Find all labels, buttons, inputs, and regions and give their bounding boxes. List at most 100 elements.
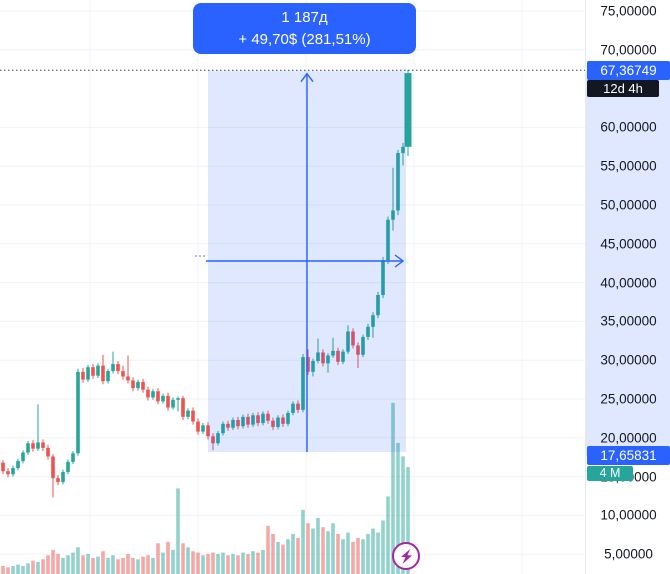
volume-bar [21, 565, 25, 574]
volume-layer [1, 402, 410, 574]
candle-body [66, 461, 70, 472]
volume-bar [156, 543, 160, 574]
candle-body [356, 345, 360, 355]
candle-body [201, 425, 205, 432]
measure-tool[interactable] [195, 70, 406, 453]
volume-bar [276, 541, 280, 574]
candle-body [31, 443, 35, 449]
volume-bar [226, 555, 230, 574]
price-tick-label: 50,00000 [600, 197, 657, 213]
volume-bar [256, 552, 260, 574]
volume-bar [96, 556, 100, 574]
volume-bar [241, 552, 245, 574]
candle-body [386, 219, 390, 261]
candle-body [401, 146, 405, 154]
arrow-right-head [394, 254, 405, 268]
volume-value-badge: 4 M [587, 465, 633, 481]
volume-bar [271, 533, 275, 574]
price-tick-label: 20,00000 [600, 430, 657, 446]
volume-bar [306, 523, 310, 574]
volume-bar [356, 537, 360, 574]
volume-bar [36, 561, 40, 574]
current-price-badge: 67,36749 [587, 60, 670, 80]
volume-bar [346, 532, 350, 574]
candle-body [341, 351, 345, 362]
candle-body [396, 153, 400, 211]
candle-body [246, 416, 250, 425]
volume-bar [31, 560, 35, 574]
candle-body [26, 443, 30, 453]
measure-start-price-badge: 17,65831 [587, 446, 670, 466]
volume-bar [66, 555, 70, 574]
lightning-icon [400, 548, 412, 564]
volume-bar [236, 555, 240, 574]
volume-bar [6, 567, 10, 574]
handle-dot [199, 255, 201, 257]
price-tick-label: 30,00000 [600, 352, 657, 368]
volume-bar [136, 559, 140, 574]
candle-body [46, 447, 50, 457]
volume-bar [51, 549, 55, 574]
candle-body [286, 412, 290, 424]
price-tick-label: 5,00000 [604, 546, 653, 562]
candles-layer [1, 69, 412, 498]
candle-body [366, 326, 370, 337]
volume-bar [146, 555, 150, 574]
candle-body [181, 398, 185, 417]
candle-body [136, 381, 140, 389]
candle-body [36, 442, 40, 449]
measure-tooltip-duration: 1 187д [281, 9, 328, 26]
candle-body [171, 399, 175, 408]
candle-body [291, 403, 295, 413]
price-tick-label: 55,00000 [600, 158, 657, 174]
candle-body [206, 425, 210, 437]
price-tick-label: 10,00000 [600, 507, 657, 523]
candle-body [21, 452, 25, 462]
candle-body [86, 367, 90, 380]
candle-body [231, 419, 235, 428]
candle-body [106, 371, 110, 382]
candlestick-chart-canvas[interactable] [0, 0, 585, 574]
candle-body [266, 413, 270, 421]
candle-body [126, 376, 130, 381]
candle-body [216, 433, 220, 444]
volume-bar [91, 557, 95, 574]
volume-bar [121, 557, 125, 574]
handle-dot [203, 255, 205, 257]
volume-bar [371, 528, 375, 574]
candle-body [176, 398, 180, 400]
volume-bar [61, 557, 65, 574]
candle-body [346, 331, 350, 352]
candle-body [281, 417, 285, 424]
candle-body [1, 462, 5, 472]
volume-bar [41, 559, 45, 574]
volume-bar [366, 533, 370, 574]
candle-body [251, 415, 255, 425]
candle-body [81, 371, 85, 380]
volume-bar [126, 553, 130, 574]
candle-body [56, 478, 60, 483]
candle-body [321, 352, 325, 364]
candle-body [61, 471, 65, 483]
candle-body [111, 364, 115, 372]
candle-body [271, 420, 275, 427]
volume-bar [401, 456, 405, 574]
volume-bar [316, 517, 320, 574]
candle-body [261, 413, 265, 424]
quick-trade-button[interactable] [392, 542, 420, 570]
candle-body [156, 391, 160, 402]
volume-bar [281, 544, 285, 574]
measure-tooltip-change: + 49,70$ (281,51%) [238, 30, 371, 48]
volume-bar [161, 552, 165, 574]
candle-body [391, 210, 395, 220]
price-tick-label: 35,00000 [600, 313, 657, 329]
price-axis[interactable]: 75,00000 70,00000 60,00000 55,00000 50,00000… [585, 0, 670, 574]
volume-bar [151, 557, 155, 574]
volume-bar [221, 552, 225, 574]
candle-body [96, 365, 100, 376]
candle-body [236, 419, 240, 427]
candle-body [376, 295, 380, 316]
volume-bar [171, 549, 175, 574]
price-tick-label: 25,00000 [600, 391, 657, 407]
candle-body [221, 423, 225, 434]
